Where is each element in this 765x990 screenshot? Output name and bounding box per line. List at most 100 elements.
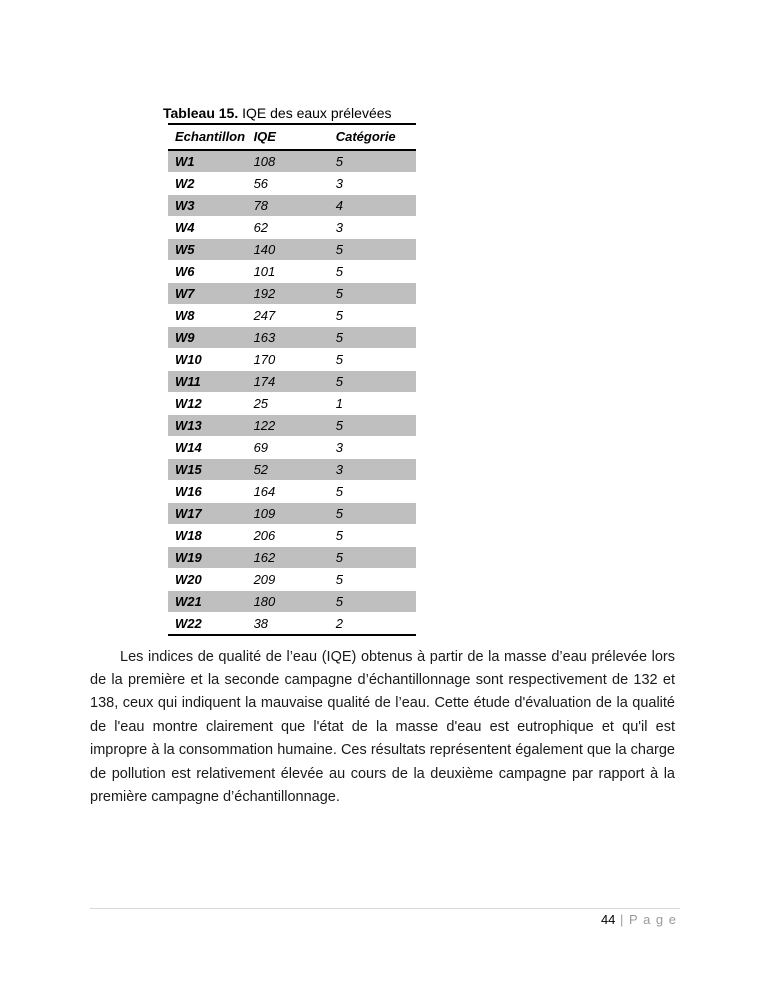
table-row: W11 174 5 <box>168 370 416 393</box>
category-cell: 2 <box>328 612 416 636</box>
table-row: W8 247 5 <box>168 304 416 327</box>
category-cell: 5 <box>328 546 416 569</box>
table-row: W9 163 5 <box>168 326 416 349</box>
table-row: W20 209 5 <box>168 568 416 591</box>
sample-cell: W2 <box>168 172 247 195</box>
iqe-cell: 209 <box>246 568 329 591</box>
iqe-cell: 108 <box>246 150 329 173</box>
category-cell: 5 <box>328 282 416 305</box>
table-row: W10 170 5 <box>168 348 416 371</box>
iqe-table: Echantillon IQE Catégorie W1 108 5 W2 56 3 W3 7… <box>168 123 416 636</box>
sample-cell: W14 <box>168 436 247 459</box>
category-cell: 1 <box>328 392 416 415</box>
sample-cell: W3 <box>168 194 247 217</box>
table-row: W22 38 2 <box>168 612 416 636</box>
iqe-table-header: Echantillon IQE Catégorie <box>168 123 416 151</box>
sample-cell: W5 <box>168 238 247 261</box>
iqe-cell: 52 <box>246 458 329 481</box>
table-caption-label: Tableau 15. <box>163 105 239 121</box>
table-row: W14 69 3 <box>168 436 416 459</box>
category-cell: 3 <box>328 436 416 459</box>
page-footer: 44 | P a g e <box>90 912 677 927</box>
sample-cell: W4 <box>168 216 247 239</box>
table-row: W18 206 5 <box>168 524 416 547</box>
category-cell: 5 <box>328 568 416 591</box>
category-cell: 5 <box>328 590 416 613</box>
table-row: W16 164 5 <box>168 480 416 503</box>
table-row: W19 162 5 <box>168 546 416 569</box>
iqe-cell: 56 <box>246 172 329 195</box>
sample-cell: W15 <box>168 458 247 481</box>
iqe-cell: 140 <box>246 238 329 261</box>
col-header-iqe: IQE <box>246 123 329 151</box>
iqe-table-body: W1 108 5 W2 56 3 W3 78 4 W4 62 3 W5 140 5 W6 101 5 W7 192 5 W… <box>168 150 416 636</box>
sample-cell: W22 <box>168 612 247 636</box>
category-cell: 5 <box>328 502 416 525</box>
iqe-cell: 101 <box>246 260 329 283</box>
table-row: W6 101 5 <box>168 260 416 283</box>
iqe-cell: 109 <box>246 502 329 525</box>
sample-cell: W9 <box>168 326 247 349</box>
table-row: W5 140 5 <box>168 238 416 261</box>
category-cell: 5 <box>328 304 416 327</box>
sample-cell: W20 <box>168 568 247 591</box>
footer-page-label: P a g e <box>629 912 677 927</box>
category-cell: 5 <box>328 414 416 437</box>
category-cell: 5 <box>328 238 416 261</box>
iqe-cell: 170 <box>246 348 329 371</box>
table-row: W13 122 5 <box>168 414 416 437</box>
iqe-cell: 247 <box>246 304 329 327</box>
col-header-categorie: Catégorie <box>328 123 416 151</box>
sample-cell: W13 <box>168 414 247 437</box>
category-cell: 5 <box>328 480 416 503</box>
iqe-cell: 62 <box>246 216 329 239</box>
table-row: W12 25 1 <box>168 392 416 415</box>
table-row: W2 56 3 <box>168 172 416 195</box>
category-cell: 5 <box>328 150 416 173</box>
table-row: W21 180 5 <box>168 590 416 613</box>
table-row: W7 192 5 <box>168 282 416 305</box>
category-cell: 5 <box>328 524 416 547</box>
header-row: Echantillon IQE Catégorie <box>168 123 416 151</box>
table-row: W3 78 4 <box>168 194 416 217</box>
table-caption: Tableau 15. IQE des eaux prélevées <box>163 104 392 122</box>
sample-cell: W17 <box>168 502 247 525</box>
category-cell: 4 <box>328 194 416 217</box>
iqe-cell: 206 <box>246 524 329 547</box>
category-cell: 5 <box>328 326 416 349</box>
sample-cell: W8 <box>168 304 247 327</box>
iqe-cell: 180 <box>246 590 329 613</box>
iqe-cell: 69 <box>246 436 329 459</box>
body-paragraph: Les indices de qualité de l’eau (IQE) ob… <box>90 648 675 805</box>
table-caption-text: IQE des eaux prélevées <box>238 105 392 121</box>
sample-cell: W11 <box>168 370 247 393</box>
sample-cell: W10 <box>168 348 247 371</box>
footer-page-number: 44 <box>600 912 616 927</box>
iqe-cell: 174 <box>246 370 329 393</box>
iqe-cell: 163 <box>246 326 329 349</box>
iqe-cell: 122 <box>246 414 329 437</box>
iqe-cell: 192 <box>246 282 329 305</box>
sample-cell: W19 <box>168 546 247 569</box>
sample-cell: W16 <box>168 480 247 503</box>
col-header-echantillon: Echantillon <box>168 123 247 151</box>
category-cell: 5 <box>328 370 416 393</box>
sample-cell: W18 <box>168 524 247 547</box>
iqe-cell: 164 <box>246 480 329 503</box>
category-cell: 3 <box>328 172 416 195</box>
footer-divider <box>90 908 680 909</box>
iqe-cell: 38 <box>246 612 329 636</box>
table-row: W4 62 3 <box>168 216 416 239</box>
sample-cell: W7 <box>168 282 247 305</box>
iqe-cell: 162 <box>246 546 329 569</box>
sample-cell: W6 <box>168 260 247 283</box>
sample-cell: W21 <box>168 590 247 613</box>
table-row: W1 108 5 <box>168 150 416 173</box>
category-cell: 5 <box>328 260 416 283</box>
category-cell: 3 <box>328 458 416 481</box>
table-row: W17 109 5 <box>168 502 416 525</box>
sample-cell: W1 <box>168 150 247 173</box>
category-cell: 3 <box>328 216 416 239</box>
iqe-cell: 25 <box>246 392 329 415</box>
